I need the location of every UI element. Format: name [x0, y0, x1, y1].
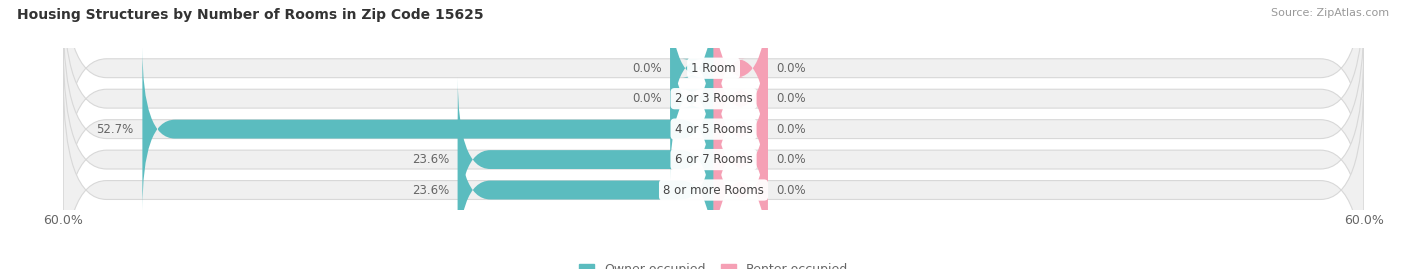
Text: 52.7%: 52.7% — [97, 123, 134, 136]
FancyBboxPatch shape — [63, 0, 1364, 211]
FancyBboxPatch shape — [63, 78, 1364, 269]
Text: 0.0%: 0.0% — [631, 92, 661, 105]
Text: 0.0%: 0.0% — [776, 123, 806, 136]
Legend: Owner-occupied, Renter-occupied: Owner-occupied, Renter-occupied — [579, 263, 848, 269]
Text: 0.0%: 0.0% — [776, 153, 806, 166]
Text: Source: ZipAtlas.com: Source: ZipAtlas.com — [1271, 8, 1389, 18]
Text: Housing Structures by Number of Rooms in Zip Code 15625: Housing Structures by Number of Rooms in… — [17, 8, 484, 22]
FancyBboxPatch shape — [63, 17, 1364, 242]
FancyBboxPatch shape — [142, 47, 713, 211]
FancyBboxPatch shape — [713, 108, 768, 269]
FancyBboxPatch shape — [458, 78, 713, 242]
Text: 4 or 5 Rooms: 4 or 5 Rooms — [675, 123, 752, 136]
Text: 1 Room: 1 Room — [692, 62, 735, 75]
FancyBboxPatch shape — [63, 0, 1364, 180]
Text: 0.0%: 0.0% — [776, 62, 806, 75]
Text: 8 or more Rooms: 8 or more Rooms — [664, 183, 763, 197]
Text: 0.0%: 0.0% — [776, 92, 806, 105]
FancyBboxPatch shape — [713, 17, 768, 180]
Text: 0.0%: 0.0% — [776, 183, 806, 197]
FancyBboxPatch shape — [713, 78, 768, 242]
FancyBboxPatch shape — [713, 47, 768, 211]
Text: 0.0%: 0.0% — [631, 62, 661, 75]
Text: 23.6%: 23.6% — [412, 183, 449, 197]
Text: 2 or 3 Rooms: 2 or 3 Rooms — [675, 92, 752, 105]
FancyBboxPatch shape — [671, 17, 713, 180]
Text: 6 or 7 Rooms: 6 or 7 Rooms — [675, 153, 752, 166]
FancyBboxPatch shape — [713, 0, 768, 150]
FancyBboxPatch shape — [671, 0, 713, 150]
Text: 23.6%: 23.6% — [412, 153, 449, 166]
FancyBboxPatch shape — [63, 47, 1364, 269]
FancyBboxPatch shape — [458, 108, 713, 269]
